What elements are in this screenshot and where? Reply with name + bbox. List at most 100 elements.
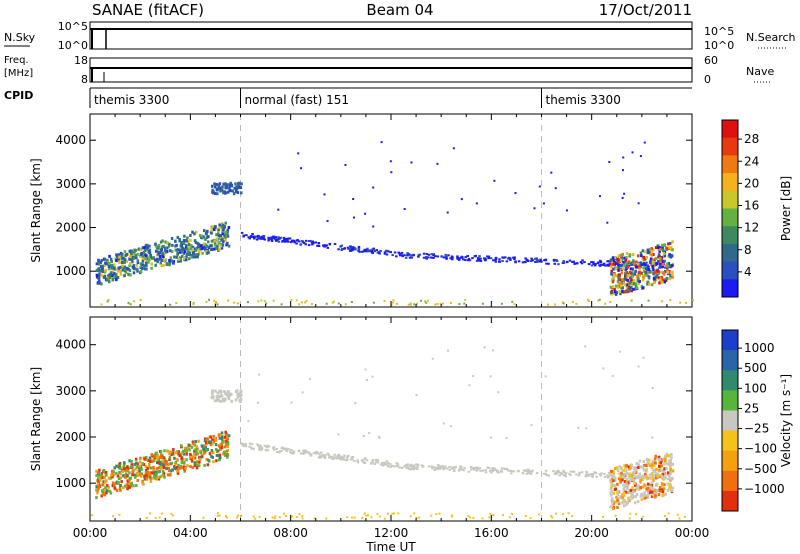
echo-cell bbox=[96, 491, 99, 495]
echo-cell bbox=[396, 302, 399, 305]
echo-cell bbox=[162, 263, 165, 267]
echo-cell bbox=[207, 240, 210, 244]
echo-cell bbox=[323, 193, 326, 196]
echo-cell bbox=[347, 454, 350, 457]
echo-cell bbox=[155, 257, 159, 261]
echo-cell bbox=[521, 261, 525, 264]
echo-cell bbox=[630, 463, 634, 467]
echo-cell bbox=[225, 435, 229, 439]
echo-cell bbox=[594, 262, 597, 265]
echo-cell bbox=[659, 259, 662, 263]
echo-cell bbox=[389, 463, 392, 466]
echo-cell bbox=[639, 251, 643, 255]
echo-cell bbox=[634, 481, 638, 485]
echo-cell bbox=[187, 245, 191, 249]
echo-cell bbox=[469, 468, 473, 471]
echo-cell bbox=[366, 249, 370, 252]
echo-cell bbox=[131, 260, 134, 264]
echo-cell bbox=[117, 480, 120, 484]
echo-cell bbox=[184, 466, 187, 470]
echo-cell bbox=[463, 467, 466, 470]
echo-cell bbox=[95, 262, 99, 266]
echo-cell bbox=[174, 248, 177, 252]
echo-cell bbox=[266, 444, 269, 447]
echo-cell bbox=[641, 257, 644, 261]
echo-cell bbox=[613, 290, 617, 294]
echo-cell bbox=[622, 278, 625, 282]
echo-cell bbox=[217, 241, 221, 245]
y-tick-label: 1000 bbox=[55, 476, 86, 490]
echo-cell bbox=[652, 253, 655, 257]
echo-cell bbox=[258, 515, 261, 518]
echo-cell bbox=[307, 244, 311, 247]
echo-cell bbox=[180, 240, 183, 244]
echo-cell bbox=[639, 478, 642, 482]
echo-cell bbox=[172, 260, 176, 264]
echo-cell bbox=[258, 373, 261, 376]
echo-cell bbox=[509, 258, 512, 261]
echo-cell bbox=[643, 250, 647, 254]
echo-cell bbox=[550, 515, 553, 518]
echo-cell bbox=[529, 517, 532, 520]
echo-cell bbox=[489, 375, 492, 378]
echo-cell bbox=[658, 249, 661, 253]
echo-cell bbox=[148, 473, 151, 477]
echo-cell bbox=[202, 447, 205, 451]
echo-cell bbox=[646, 271, 649, 275]
echo-cell bbox=[489, 512, 492, 515]
echo-cell bbox=[638, 472, 641, 476]
echo-cell bbox=[425, 301, 428, 304]
echo-cell bbox=[285, 448, 288, 451]
echo-cell bbox=[222, 228, 225, 232]
echo-cell bbox=[128, 257, 131, 261]
nsearch-tick-bottom: 10^0 bbox=[704, 39, 734, 52]
echo-cell bbox=[107, 278, 110, 282]
echo-cell bbox=[608, 160, 611, 163]
echo-cell bbox=[620, 278, 624, 282]
echo-cell bbox=[629, 477, 632, 481]
echo-cell bbox=[665, 277, 669, 281]
echo-cell bbox=[450, 467, 454, 470]
echo-cell bbox=[436, 467, 439, 470]
echo-cell bbox=[205, 438, 208, 442]
colorbar-swatch bbox=[722, 390, 738, 411]
echo-cell bbox=[207, 245, 211, 249]
echo-cell bbox=[451, 256, 454, 259]
echo-cell bbox=[234, 398, 238, 402]
echo-cell bbox=[625, 490, 629, 494]
echo-cell bbox=[628, 490, 632, 494]
echo-cell bbox=[668, 242, 672, 246]
echo-cell bbox=[145, 263, 148, 267]
echo-cell bbox=[365, 514, 368, 517]
echo-cell bbox=[383, 517, 386, 520]
echo-cell bbox=[385, 460, 389, 463]
echo-cell bbox=[370, 516, 373, 519]
echo-cell bbox=[630, 299, 633, 302]
echo-cell bbox=[108, 489, 112, 493]
echo-cell bbox=[631, 267, 635, 271]
echo-cell bbox=[377, 251, 381, 254]
echo-cell bbox=[141, 263, 145, 267]
echo-cell bbox=[474, 466, 477, 469]
echo-cell bbox=[361, 250, 364, 253]
echo-cell bbox=[415, 466, 419, 469]
echo-cell bbox=[363, 458, 367, 461]
echo-cell bbox=[217, 444, 221, 448]
echo-cell bbox=[100, 269, 104, 273]
echo-cell bbox=[450, 515, 453, 518]
echo-cell bbox=[109, 491, 113, 495]
echo-cell bbox=[95, 273, 99, 277]
echo-cell bbox=[274, 515, 277, 518]
echo-cell bbox=[192, 303, 195, 306]
echo-cell bbox=[670, 246, 673, 250]
echo-cell bbox=[205, 249, 208, 253]
echo-cell bbox=[186, 250, 190, 254]
echo-cell bbox=[180, 249, 183, 253]
echo-cell bbox=[250, 235, 253, 238]
echo-cell bbox=[219, 244, 222, 248]
echo-cell bbox=[219, 189, 222, 193]
echo-cell bbox=[445, 257, 448, 260]
echo-cell bbox=[110, 264, 114, 268]
echo-cell bbox=[505, 436, 508, 439]
echo-cell bbox=[483, 259, 487, 262]
